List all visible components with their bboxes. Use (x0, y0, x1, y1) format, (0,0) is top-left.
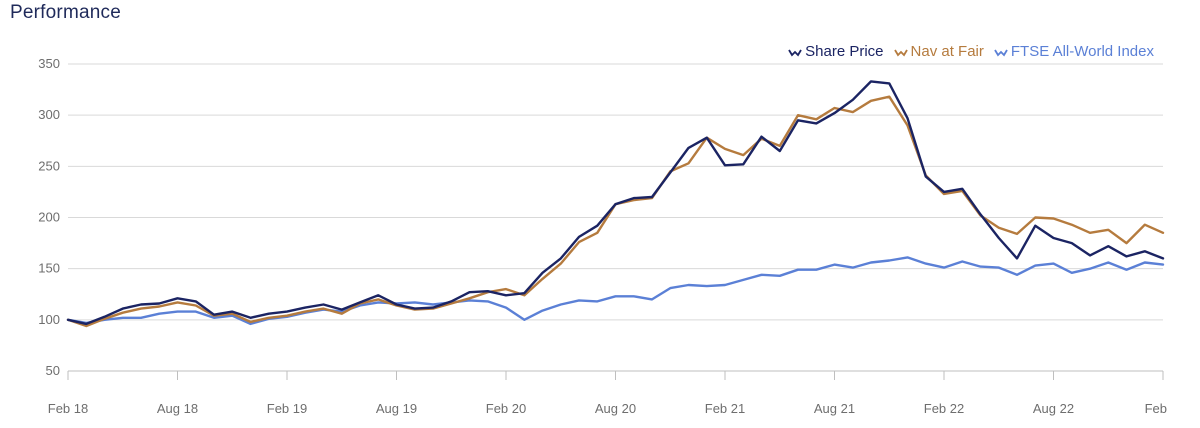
x-tick-label: Feb 21 (705, 401, 745, 416)
x-tick-label: Aug 19 (376, 401, 417, 416)
x-tick-label: Feb (1145, 401, 1167, 416)
legend-item-share-price[interactable]: Share Price (788, 43, 884, 60)
x-tick-label: Feb 19 (267, 401, 307, 416)
y-tick-label: 100 (38, 312, 60, 327)
x-tick-label: Feb 20 (486, 401, 526, 416)
y-tick-label: 250 (38, 158, 60, 173)
gridlines (68, 63, 1163, 372)
legend-line-icon (893, 49, 908, 56)
x-tick-label: Aug 22 (1033, 401, 1074, 416)
legend-item-nav-at-fair[interactable]: Nav at Fair (893, 43, 984, 60)
series-line-nav-at-fair (66, 95, 1165, 328)
series-line-ftse-all-world-index (66, 256, 1165, 326)
legend-line-icon (788, 49, 802, 56)
x-tick-label: Aug 21 (814, 401, 855, 416)
y-tick-label: 200 (38, 210, 60, 225)
legend: Share Price Nav at Fair FTSE All-World I… (788, 43, 1154, 60)
x-tick-label: Aug 18 (157, 401, 198, 416)
y-axis: 50 100 150 200 250 300 350 (38, 56, 60, 378)
x-tick-label: Aug 20 (595, 401, 636, 416)
y-tick-label: 150 (38, 261, 60, 276)
series-line-share-price (66, 80, 1165, 326)
legend-label-nav-at-fair: Nav at Fair (910, 43, 984, 60)
legend-line-icon (994, 49, 1008, 56)
x-tick-label: Feb 22 (924, 401, 964, 416)
legend-item-ftse-all-world[interactable]: FTSE All-World Index (994, 43, 1154, 60)
y-tick-label: 350 (38, 56, 60, 71)
legend-label-share-price: Share Price (805, 43, 884, 60)
series-lines (66, 80, 1165, 328)
x-axis: Feb 18 Aug 18 Feb 19 Aug 19 Feb 20 Aug 20 Feb … (48, 370, 1167, 416)
x-tick-label: Feb 18 (48, 401, 88, 416)
y-tick-label: 50 (46, 363, 60, 378)
legend-label-ftse-all-world: FTSE All-World Index (1010, 43, 1154, 60)
y-tick-label: 300 (38, 107, 60, 122)
chart-title: Performance (10, 2, 121, 23)
